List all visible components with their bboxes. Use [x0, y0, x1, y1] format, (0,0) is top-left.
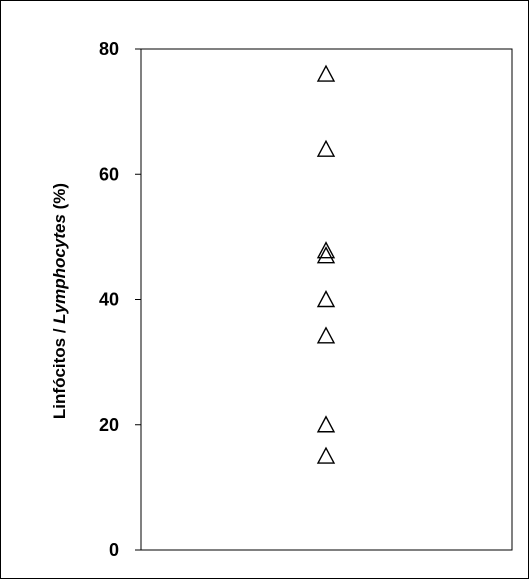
data-point	[316, 446, 336, 464]
data-point	[316, 241, 336, 259]
data-point	[316, 139, 336, 157]
plot-area	[140, 48, 513, 551]
y-axis-title: Linfócitos / Lymphocytes (%)	[50, 183, 69, 419]
y-axis: 0 20 40 60 80	[99, 39, 141, 560]
data-point	[316, 64, 336, 82]
data-point	[316, 246, 336, 264]
y-axis-title-part3: (%)	[50, 183, 69, 214]
data-points	[316, 64, 336, 464]
y-tick-label: 80	[99, 39, 119, 59]
y-tick-label: 60	[99, 164, 119, 184]
data-point	[316, 415, 336, 433]
y-axis-title-part1: Linfócitos /	[50, 324, 69, 419]
y-axis-title-part2: Lymphocytes	[50, 214, 69, 324]
y-tick-label: 40	[99, 290, 119, 310]
data-point	[316, 290, 336, 308]
data-point	[316, 326, 336, 344]
y-tick-label: 0	[109, 540, 119, 560]
y-tick-label: 20	[99, 415, 119, 435]
